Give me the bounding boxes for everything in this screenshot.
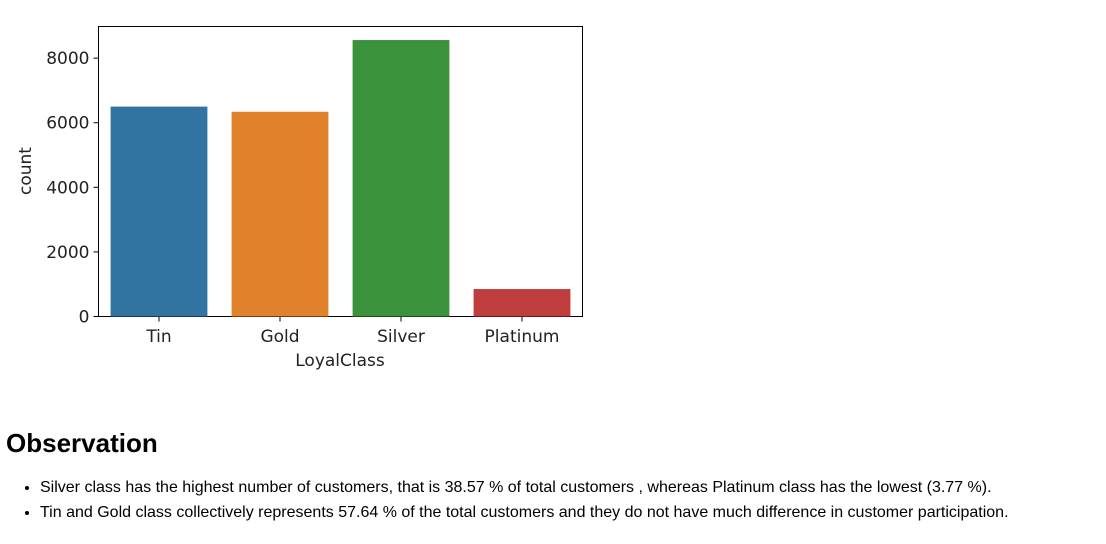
observation-point: Silver class has the highest number of c…: [40, 476, 1009, 501]
y-tick-label: 0: [79, 308, 90, 328]
x-tick-label: Platinum: [485, 327, 560, 347]
observation-heading: Observation: [6, 428, 158, 458]
bar-platinum: [473, 289, 571, 317]
x-axis-label: LoyalClass: [295, 351, 385, 371]
x-tick-label: Tin: [145, 327, 171, 347]
observation-point: Tin and Gold class collectively represen…: [40, 501, 1009, 526]
x-tick-label: Silver: [377, 327, 425, 347]
y-axis-label: count: [16, 147, 36, 195]
y-tick-label: 2000: [46, 243, 89, 263]
y-tick-label: 8000: [46, 49, 89, 69]
bar-gold: [231, 111, 329, 317]
y-tick-label: 6000: [46, 114, 89, 134]
x-tick-label: Gold: [260, 327, 299, 347]
bar-tin: [110, 106, 208, 317]
bar-silver: [352, 40, 450, 317]
observation-list: Silver class has the highest number of c…: [20, 476, 1009, 525]
plot-frame: [98, 26, 583, 317]
y-tick-label: 4000: [46, 178, 89, 198]
